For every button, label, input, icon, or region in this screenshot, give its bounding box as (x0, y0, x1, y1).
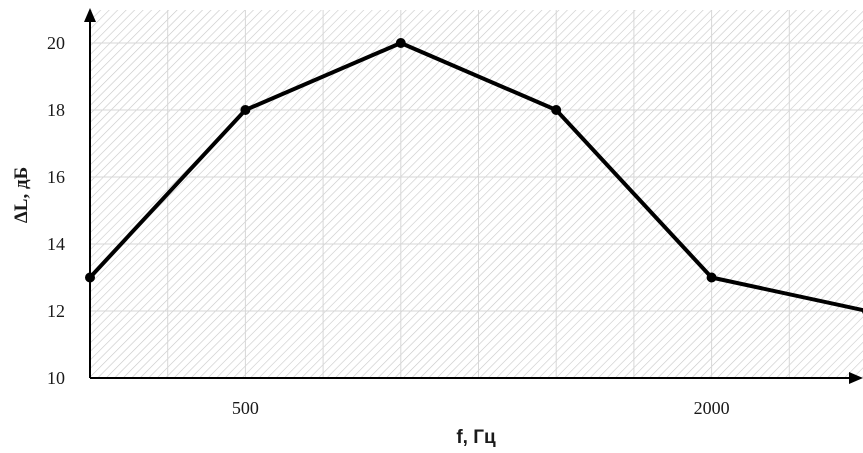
y-axis-arrow (84, 8, 96, 22)
x-tick-label: 500 (232, 398, 259, 418)
grid-lines (90, 10, 863, 378)
y-tick-labels: 10 12 14 16 18 20 (47, 33, 65, 388)
x-axis-label: f, Гц (456, 427, 496, 448)
data-point (85, 272, 95, 283)
data-point (240, 105, 251, 115)
x-tick-label: 2000 (694, 398, 730, 418)
data-series (85, 38, 863, 314)
data-point (706, 272, 717, 283)
plot-area (90, 10, 863, 378)
x-tick-labels: 500 2000 (232, 398, 730, 418)
data-point (395, 38, 406, 48)
x-axis-arrow (849, 372, 863, 384)
y-tick-label: 12 (47, 301, 65, 321)
y-tick-label: 10 (47, 368, 65, 388)
y-tick-label: 16 (47, 167, 65, 187)
y-tick-label: 14 (47, 234, 65, 254)
y-tick-label: 20 (47, 33, 65, 53)
data-point (551, 105, 562, 115)
axes (84, 8, 863, 384)
y-axis-label: ΔL, дБ (11, 167, 32, 223)
series-line (88, 41, 863, 313)
y-tick-label: 18 (47, 100, 65, 120)
